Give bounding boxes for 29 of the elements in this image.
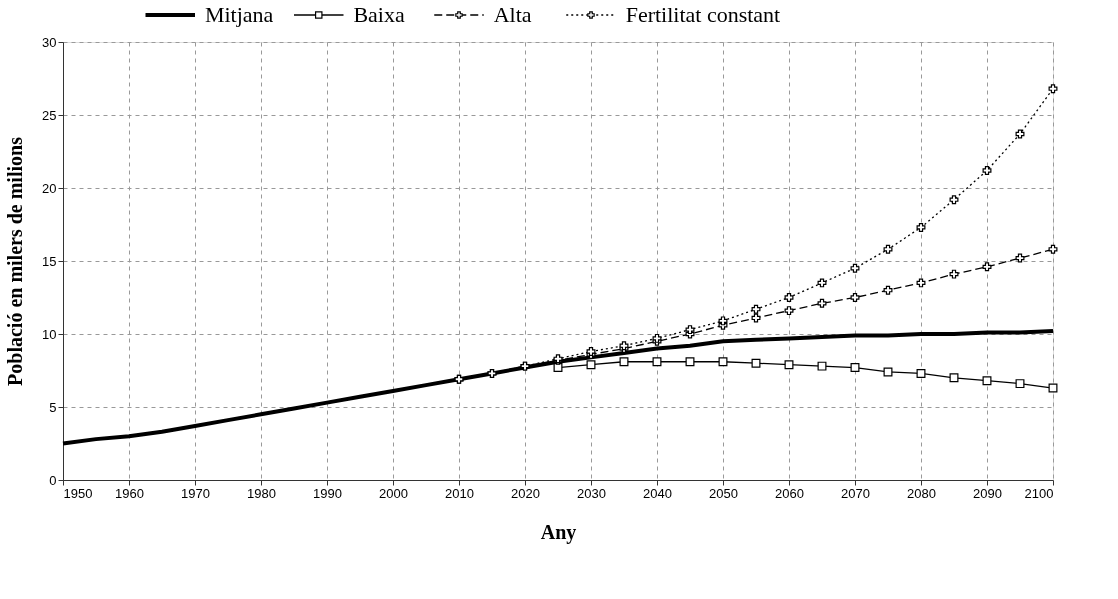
x-tick-label: 2050 — [709, 485, 738, 501]
x-tick-label: 2100 — [1024, 485, 1054, 501]
x-tick-label: 1960 — [115, 485, 144, 501]
y-tick-label: 5 — [49, 399, 57, 415]
legend-label: Alta — [493, 2, 532, 27]
x-tick-label: 2070 — [841, 485, 870, 501]
y-tick-label: 30 — [42, 34, 57, 50]
legend-label: Fertilitat constant — [625, 2, 781, 27]
x-tick-label: 1990 — [313, 485, 342, 501]
legend-label: Baixa — [353, 2, 405, 27]
x-tick-label: 2030 — [577, 485, 606, 501]
x-tick-label: 1950 — [63, 485, 93, 501]
y-tick-label: 15 — [42, 253, 57, 269]
x-tick-label: 1970 — [181, 485, 210, 501]
y-tick-label: 10 — [42, 326, 57, 342]
legend-label: Mitjana — [204, 2, 274, 27]
x-tick-label: 2020 — [511, 485, 540, 501]
x-tick-label: 2090 — [973, 485, 1002, 501]
x-tick-label: 2000 — [379, 485, 408, 501]
x-tick-label: 2080 — [907, 485, 936, 501]
x-tick-label: 2060 — [775, 485, 804, 501]
y-tick-label: 20 — [42, 180, 57, 196]
y-axis-title: Població en milers de milions — [4, 136, 27, 386]
x-tick-label: 1980 — [247, 485, 276, 501]
y-tick-label: 0 — [49, 472, 57, 488]
x-axis-title: Any — [540, 520, 577, 544]
x-tick-label: 2040 — [643, 485, 672, 501]
y-tick-label: 25 — [42, 107, 57, 123]
x-tick-label: 2010 — [445, 485, 474, 501]
